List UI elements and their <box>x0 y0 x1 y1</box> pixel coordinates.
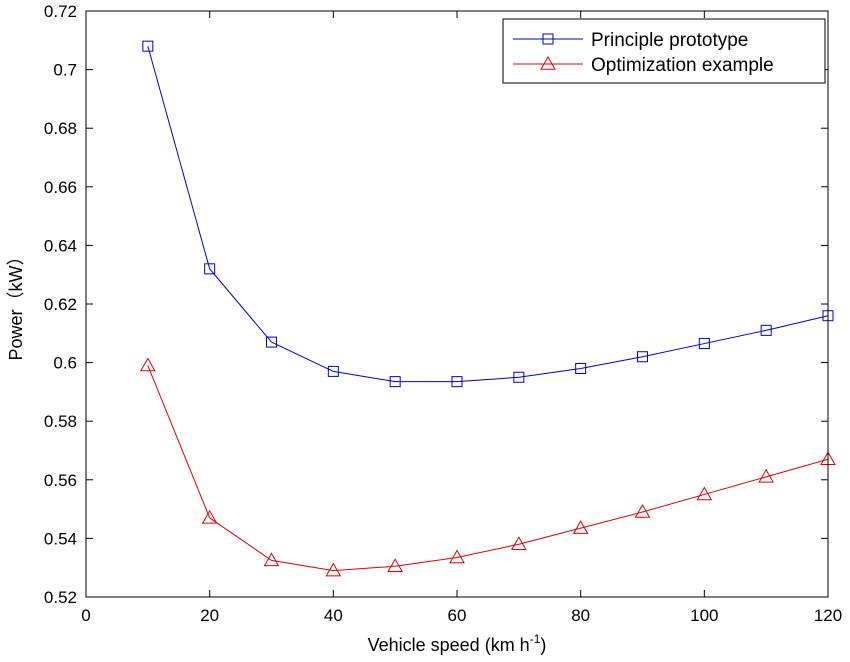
y-tick-label: 0.64 <box>44 236 77 255</box>
legend-item-optimization-example: Optimization example <box>513 55 774 76</box>
data-point-principle-prototype <box>266 336 277 348</box>
data-point-principle-prototype <box>204 263 216 275</box>
data-point-optimization-example <box>139 357 156 372</box>
legend-label: Optimization example <box>591 55 774 76</box>
x-axis-label-close: ) <box>540 635 546 655</box>
data-point-principle-prototype <box>142 40 154 52</box>
x-tick-label: 120 <box>814 606 842 625</box>
x-tick-label: 100 <box>690 606 718 625</box>
series-principle-prototype <box>142 40 834 388</box>
y-tick-label: 0.52 <box>44 588 77 607</box>
data-point-optimization-example <box>201 509 218 524</box>
y-tick-label: 0.58 <box>44 412 77 431</box>
data-point-optimization-example <box>263 552 280 567</box>
plot-frame <box>85 10 829 598</box>
data-point-principle-prototype <box>389 376 401 388</box>
legend-swatch-marker <box>542 33 554 45</box>
y-tick-label: 0.7 <box>53 61 77 80</box>
data-point-optimization-example <box>572 520 589 534</box>
legend-item-principle-prototype: Principle prototype <box>513 30 748 51</box>
data-point-principle-prototype <box>575 362 587 374</box>
axis-ticks: 0 20 40 60 80 100 120 0.52 0.54 0.56 0.58 0.6 0.62 0.… <box>44 2 842 625</box>
x-axis-label-main: Vehicle speed (km h <box>368 635 530 655</box>
data-point-optimization-example <box>387 558 404 572</box>
series-line-optimization-example <box>147 365 829 572</box>
data-point-optimization-example <box>634 504 651 518</box>
y-axis-label: Power（kW） <box>6 247 26 360</box>
series-optimization-example <box>139 357 836 577</box>
data-point-optimization-example <box>758 468 775 483</box>
data-point-principle-prototype <box>760 324 772 336</box>
y-tick-label: 0.72 <box>44 2 77 21</box>
legend-swatch-marker <box>540 55 556 70</box>
data-point-optimization-example <box>696 486 713 501</box>
data-point-principle-prototype <box>698 338 710 350</box>
x-tick-label: 40 <box>324 606 343 625</box>
data-point-optimization-example <box>449 549 465 564</box>
y-tick-label: 0.68 <box>44 119 77 138</box>
y-tick-label: 0.56 <box>44 471 77 490</box>
data-point-principle-prototype <box>637 351 648 363</box>
y-tick-label: 0.54 <box>44 529 77 548</box>
series-line-principle-prototype <box>147 46 829 383</box>
y-tick-label: 0.6 <box>53 354 77 373</box>
x-tick-label: 80 <box>571 606 590 625</box>
data-point-principle-prototype <box>513 371 525 383</box>
x-axis-label: Vehicle speed (km h-1) <box>368 632 547 655</box>
x-axis-label-superscript: -1 <box>530 632 541 646</box>
data-point-principle-prototype <box>451 376 463 388</box>
y-tick-label: 0.66 <box>44 178 77 197</box>
series-layer <box>139 40 836 577</box>
y-tick-label: 0.62 <box>44 295 77 314</box>
legend-label: Principle prototype <box>591 30 748 51</box>
legend: Principle prototype Optimization example <box>502 18 826 84</box>
x-tick-label: 60 <box>448 606 467 625</box>
data-point-optimization-example <box>510 536 527 551</box>
x-tick-label: 20 <box>200 606 219 625</box>
x-tick-label: 0 <box>81 606 90 625</box>
data-point-optimization-example <box>325 562 342 577</box>
data-point-principle-prototype <box>327 365 339 377</box>
legend-box <box>502 18 826 84</box>
